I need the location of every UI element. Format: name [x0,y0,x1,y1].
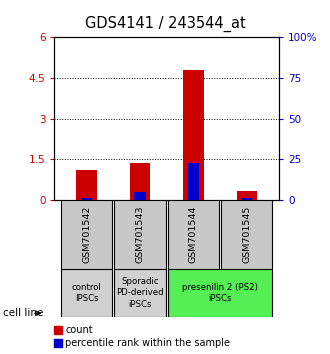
Bar [188,162,199,200]
Text: GSM701543: GSM701543 [135,206,145,263]
Bar [130,163,150,200]
Text: count: count [65,325,93,335]
Bar [61,200,112,269]
Text: control
IPSCs: control IPSCs [72,283,101,303]
Bar [183,70,204,200]
Bar [114,200,166,269]
Bar [241,198,252,200]
Text: GSM701544: GSM701544 [189,206,198,263]
Text: presenilin 2 (PS2)
iPSCs: presenilin 2 (PS2) iPSCs [182,283,258,303]
Text: GSM701542: GSM701542 [82,206,91,263]
Bar [54,339,62,347]
Bar [237,190,257,200]
Text: GDS4141 / 243544_at: GDS4141 / 243544_at [84,16,246,32]
Bar [168,200,219,269]
Bar [168,269,273,317]
Text: GSM701545: GSM701545 [242,206,251,263]
Bar [61,269,112,317]
Bar [81,198,92,200]
Bar [114,269,166,317]
Bar [134,192,146,200]
Text: cell line: cell line [3,308,44,318]
Text: Sporadic
PD-derived
iPSCs: Sporadic PD-derived iPSCs [116,277,164,309]
Bar [76,170,97,200]
Bar [54,326,62,334]
FancyArrowPatch shape [35,312,40,315]
Text: percentile rank within the sample: percentile rank within the sample [65,338,230,348]
Bar [221,200,273,269]
